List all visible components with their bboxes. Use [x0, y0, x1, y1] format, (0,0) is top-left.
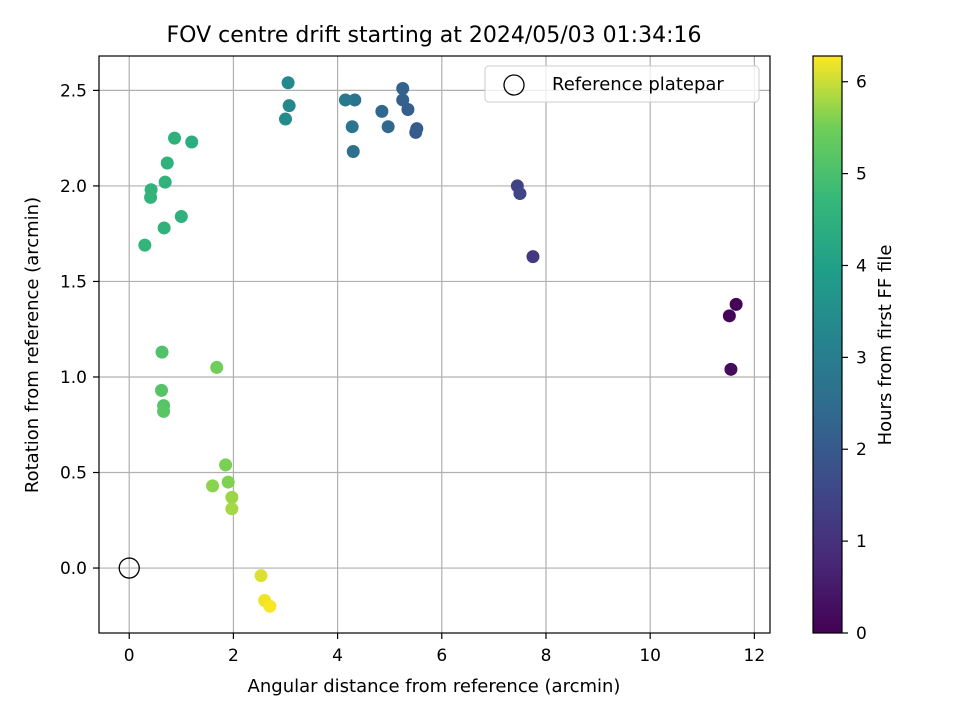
legend-open-circle-icon: [503, 74, 525, 96]
x-axis-label: Angular distance from reference (arcmin): [248, 676, 621, 697]
data-point: [401, 102, 415, 116]
x-tick-label: 10: [639, 646, 661, 666]
data-point: [155, 345, 169, 359]
x-tick-label: 2: [228, 646, 239, 666]
data-point: [254, 569, 268, 583]
legend: Reference platepar: [484, 65, 760, 103]
colorbar-tick-label: 1: [856, 532, 867, 552]
data-point: [396, 93, 410, 107]
data-point: [225, 502, 239, 516]
y-axis-label: Rotation from reference (arcmin): [22, 197, 43, 493]
data-point: [138, 238, 152, 252]
data-point: [168, 131, 182, 145]
colorbar-tick-label: 5: [856, 165, 867, 185]
data-point: [722, 309, 736, 323]
x-tick-label: 12: [744, 646, 766, 666]
x-tick-label: 8: [541, 646, 552, 666]
data-point: [144, 190, 158, 204]
data-point: [410, 122, 424, 136]
grid: [99, 56, 770, 633]
y-tick-label: 1.0: [60, 368, 87, 388]
data-point: [338, 93, 352, 107]
data-point: [155, 383, 169, 397]
data-point: [282, 99, 296, 113]
colorbar-tick-label: 0: [856, 624, 867, 644]
reference-platepar-marker: [118, 557, 140, 579]
data-point: [160, 156, 174, 170]
data-point: [526, 250, 540, 264]
data-point: [724, 362, 738, 376]
colorbar-tick-label: 4: [856, 256, 867, 276]
data-point: [219, 458, 233, 472]
chart-title: FOV centre drift starting at 2024/05/03 …: [167, 23, 702, 48]
colorbar-label: Hours from first FF file: [875, 245, 896, 446]
data-point: [174, 209, 188, 223]
data-point: [345, 120, 359, 134]
data-point: [157, 404, 171, 418]
colorbar-tick-label: 3: [856, 348, 867, 368]
data-point: [396, 81, 410, 95]
data-point: [221, 475, 235, 489]
data-points: [138, 76, 743, 613]
axis-ticks: 0 2 4 6 8 10 12 0.0 0.5 1.0 1.5 2.0 2.5: [60, 81, 765, 666]
data-point: [375, 104, 389, 118]
data-point: [263, 599, 277, 613]
data-point: [185, 135, 199, 149]
y-tick-label: 2.0: [60, 177, 87, 197]
y-tick-label: 0.0: [60, 559, 87, 579]
colorbar: [812, 55, 843, 634]
data-point: [729, 297, 743, 311]
plot-area-frame: [98, 55, 771, 634]
data-point: [513, 187, 527, 201]
x-tick-label: 4: [332, 646, 343, 666]
reference-marker-layer: [118, 557, 140, 579]
data-point: [346, 145, 360, 159]
data-point: [225, 490, 239, 504]
data-point: [158, 175, 172, 189]
y-tick-label: 0.5: [60, 464, 87, 484]
x-tick-label: 0: [124, 646, 135, 666]
colorbar-ticks: 0 1 2 3 4 5 6: [842, 73, 867, 644]
data-point: [281, 76, 295, 90]
y-tick-label: 1.5: [60, 272, 87, 292]
colorbar-tick-label: 6: [856, 73, 867, 93]
x-tick-label: 6: [436, 646, 447, 666]
data-point: [206, 479, 220, 493]
legend-box: [484, 65, 760, 103]
y-tick-label: 2.5: [60, 81, 87, 101]
legend-label-reference-platepar: Reference platepar: [552, 74, 724, 95]
data-point: [210, 360, 224, 374]
data-point: [381, 120, 395, 134]
colorbar-tick-label: 2: [856, 440, 867, 460]
data-point: [157, 221, 171, 235]
data-point: [348, 93, 362, 107]
data-point: [279, 112, 293, 126]
